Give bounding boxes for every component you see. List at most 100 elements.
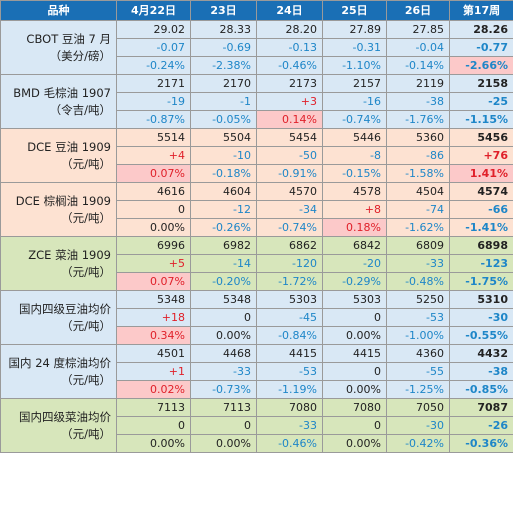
cell-week17: -0.36% — [449, 434, 513, 453]
cell-apr22: +18 — [116, 308, 191, 327]
cell-apr22: 0.00% — [116, 218, 191, 237]
table-row: 0.02% -0.73% -1.19% 0.00% -1.25% -0.85% — [1, 380, 513, 399]
cell-d24: -0.46% — [256, 56, 323, 75]
variety-label: CBOT 豆油 7 月 （美分/磅） — [0, 20, 117, 75]
variety-unit: （令吉/吨） — [49, 102, 111, 117]
cell-d25: 7080 — [322, 398, 387, 417]
cell-d23: -2.38% — [190, 56, 257, 75]
table-row: +4 -10 -50 -8 -86 +76 — [1, 146, 513, 165]
header-variety: 品种 — [0, 0, 117, 21]
cell-apr22: 0.02% — [116, 380, 191, 399]
cell-d25: -20 — [322, 254, 387, 273]
cell-d25: 5303 — [322, 290, 387, 309]
table-row: -0.87% -0.05% 0.14% -0.74% -1.76% -1.15% — [1, 110, 513, 129]
cell-d26: -0.04 — [386, 38, 450, 57]
cell-d26: 27.85 — [386, 20, 450, 39]
cell-d26: -1.00% — [386, 326, 450, 345]
table-row: CBOT 豆油 7 月 （美分/磅） 29.02 28.33 28.20 27.89 27.… — [0, 20, 513, 75]
cell-d26: -1.76% — [386, 110, 450, 129]
cell-d26: 4360 — [386, 344, 450, 363]
cell-d25: 4578 — [322, 182, 387, 201]
cell-apr22: 5348 — [116, 290, 191, 309]
cell-d26: 7050 — [386, 398, 450, 417]
cell-d23: -33 — [190, 362, 257, 381]
cell-d24: -50 — [256, 146, 323, 165]
table-row: -0.07 -0.69 -0.13 -0.31 -0.04 -0.77 — [1, 38, 513, 57]
cell-d23: -0.73% — [190, 380, 257, 399]
variety-label: 国内四级豆油均价 （元/吨） — [0, 290, 117, 345]
cell-d26: -33 — [386, 254, 450, 273]
cell-week17: -26 — [449, 416, 513, 435]
cell-d25: 5446 — [322, 128, 387, 147]
cell-d26: -0.48% — [386, 272, 450, 291]
variety-label: ZCE 菜油 1909 （元/吨） — [0, 236, 117, 291]
cell-d26: -53 — [386, 308, 450, 327]
cell-d25: 0.00% — [322, 434, 387, 453]
cell-d25: -0.31 — [322, 38, 387, 57]
cell-d23: -0.69 — [190, 38, 257, 57]
cell-apr22: 0.07% — [116, 164, 191, 183]
cell-apr22: 4501 — [116, 344, 191, 363]
cell-d24: -45 — [256, 308, 323, 327]
cell-week17: -1.75% — [449, 272, 513, 291]
cell-d23: -0.26% — [190, 218, 257, 237]
cell-d25: 0.00% — [322, 380, 387, 399]
table-body: CBOT 豆油 7 月 （美分/磅） 29.02 28.33 28.20 27.89 27.… — [0, 20, 513, 453]
cell-d23: -1 — [190, 92, 257, 111]
variety-name: 国内四级菜油均价 — [19, 409, 111, 424]
cell-apr22: 0.07% — [116, 272, 191, 291]
cell-d23: 2170 — [190, 74, 257, 93]
cell-apr22: +5 — [116, 254, 191, 273]
variety-name: CBOT 豆油 7 月 — [26, 31, 111, 46]
header-25: 25日 — [322, 0, 387, 21]
cell-d25: -1.10% — [322, 56, 387, 75]
cell-d25: -0.74% — [322, 110, 387, 129]
cell-d26: -30 — [386, 416, 450, 435]
cell-d25: -8 — [322, 146, 387, 165]
cell-d23: -12 — [190, 200, 257, 219]
header-26: 26日 — [386, 0, 450, 21]
cell-d24: 4570 — [256, 182, 323, 201]
variety-name: BMD 毛棕油 1907 — [13, 85, 111, 100]
cell-d24: -0.13 — [256, 38, 323, 57]
cell-apr22: -0.07 — [116, 38, 191, 57]
cell-apr22: +1 — [116, 362, 191, 381]
cell-d23: 5348 — [190, 290, 257, 309]
table-row: +5 -14 -120 -20 -33 -123 — [1, 254, 513, 273]
variety-name: DCE 豆油 1909 — [27, 139, 111, 154]
cell-d25: -0.15% — [322, 164, 387, 183]
cell-week17: -1.41% — [449, 218, 513, 237]
cell-apr22: 4616 — [116, 182, 191, 201]
variety-unit: （元/吨） — [61, 318, 111, 333]
table-row: -19 -1 +3 -16 -38 -25 — [1, 92, 513, 111]
cell-week17: 4574 — [449, 182, 513, 201]
header-23: 23日 — [190, 0, 257, 21]
variety-label: 国内四级菜油均价 （元/吨） — [0, 398, 117, 453]
cell-d23: 0.00% — [190, 326, 257, 345]
cell-week17: -0.77 — [449, 38, 513, 57]
cell-d24: 7080 — [256, 398, 323, 417]
cell-apr22: -19 — [116, 92, 191, 111]
cell-d23: -14 — [190, 254, 257, 273]
cell-week17: -1.15% — [449, 110, 513, 129]
table-row: +1 -33 -53 0 -55 -38 — [1, 362, 513, 381]
cell-d26: 4504 — [386, 182, 450, 201]
cell-d25: +8 — [322, 200, 387, 219]
cell-d25: -0.29% — [322, 272, 387, 291]
cell-d26: -86 — [386, 146, 450, 165]
cell-d24: -1.19% — [256, 380, 323, 399]
cell-d24: -33 — [256, 416, 323, 435]
variety-name: 国内 24 度棕油均价 — [8, 355, 111, 370]
price-table: 品种 4月22日 23日 24日 25日 26日 第17周 CBOT 豆油 7 … — [0, 0, 513, 453]
table-row: 国内四级豆油均价 （元/吨） 5348 5348 5303 5303 5250 5310 — [0, 290, 513, 345]
table-row: 0.07% -0.18% -0.91% -0.15% -1.58% 1.41% — [1, 164, 513, 183]
cell-d23: 4468 — [190, 344, 257, 363]
table-row: 国内四级菜油均价 （元/吨） 7113 7113 7080 7080 7050 7087 — [0, 398, 513, 453]
cell-d26: -38 — [386, 92, 450, 111]
cell-d25: 6842 — [322, 236, 387, 255]
cell-d26: 5360 — [386, 128, 450, 147]
cell-week17: -123 — [449, 254, 513, 273]
variety-name: 国内四级豆油均价 — [19, 301, 111, 316]
cell-apr22: -0.87% — [116, 110, 191, 129]
variety-unit: （元/吨） — [61, 210, 111, 225]
